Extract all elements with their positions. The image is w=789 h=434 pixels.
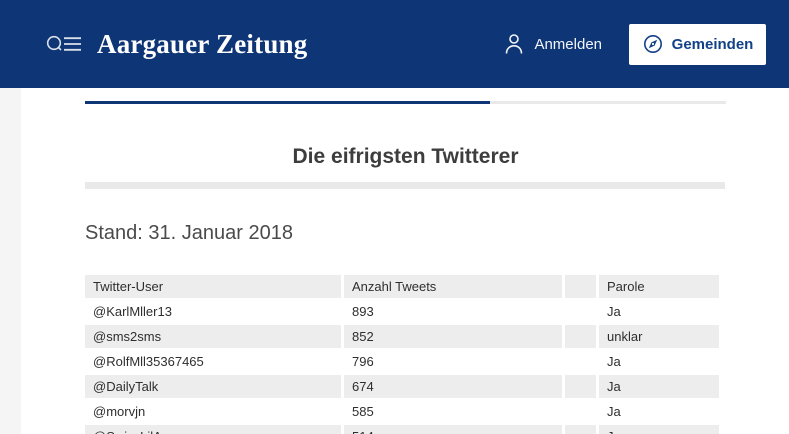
table-row: @sms2sms 852 unklar <box>85 325 719 348</box>
table-row: @KarlMller13 893 Ja <box>85 300 719 323</box>
cell-user: @KarlMller13 <box>93 304 172 319</box>
cell-user: @SwissLilA <box>85 425 341 434</box>
gemeinden-button[interactable]: Gemeinden <box>629 23 766 65</box>
cell-parole: Ja <box>607 354 621 369</box>
status-date-line: Stand: 31. Januar 2018 <box>85 222 293 244</box>
cell-tweets: 514 <box>344 425 562 434</box>
cell-spacer <box>565 325 596 348</box>
tab-indicator-rest <box>490 101 726 104</box>
column-header-anzahl-tweets: Anzahl Tweets <box>344 275 562 298</box>
table-row: @SwissLilA 514 Ja <box>85 425 719 434</box>
column-header-spacer <box>565 275 596 298</box>
article-content: Die eifrigsten Twitterer Stand: 31. Janu… <box>85 101 726 434</box>
cell-parole: Ja <box>607 304 621 319</box>
person-icon <box>502 31 526 57</box>
cell-parole: Ja <box>607 404 621 419</box>
site-logo[interactable]: Aargauer Zeitung <box>97 28 308 59</box>
search-menu-icon <box>45 32 83 56</box>
cell-parole: unklar <box>599 325 719 348</box>
cell-spacer <box>565 300 596 323</box>
cell-parole: Ja <box>599 375 719 398</box>
cell-tweets: 796 <box>352 354 374 369</box>
gemeinden-label: Gemeinden <box>671 35 754 53</box>
search-menu-button[interactable] <box>45 32 83 56</box>
cell-user: @morvjn <box>93 404 146 419</box>
site-header: Aargauer Zeitung Anmelden Gemeinden <box>0 0 789 88</box>
cell-spacer <box>565 350 596 373</box>
cell-parole: Ja <box>599 425 719 434</box>
cell-spacer <box>565 375 596 398</box>
login-link[interactable]: Anmelden <box>502 31 602 57</box>
title-divider-bar <box>85 182 725 189</box>
table-row: @DailyTalk 674 Ja <box>85 375 719 398</box>
tab-progress-indicator <box>85 101 726 104</box>
cell-tweets: 585 <box>352 404 374 419</box>
cell-spacer <box>565 425 596 434</box>
cell-user: @sms2sms <box>85 325 341 348</box>
cell-tweets: 852 <box>344 325 562 348</box>
compass-icon <box>642 33 664 55</box>
page-title: Die eifrigsten Twitterer <box>292 145 519 168</box>
cell-tweets: 674 <box>344 375 562 398</box>
column-header-twitter-user: Twitter-User <box>85 275 341 298</box>
cell-tweets: 893 <box>352 304 374 319</box>
page-left-gutter <box>0 88 21 434</box>
tab-indicator-active <box>85 101 490 104</box>
cell-user: @RolfMll35367465 <box>93 354 204 369</box>
table-row: @morvjn 585 Ja <box>85 400 719 423</box>
cell-user: @DailyTalk <box>85 375 341 398</box>
column-header-parole: Parole <box>599 275 719 298</box>
cell-spacer <box>565 400 596 423</box>
twitter-users-table: Twitter-User Anzahl Tweets Parole @KarlM… <box>82 273 722 434</box>
table-row: @RolfMll35367465 796 Ja <box>85 350 719 373</box>
login-label: Anmelden <box>534 35 602 53</box>
table-header-row: Twitter-User Anzahl Tweets Parole <box>85 275 719 298</box>
